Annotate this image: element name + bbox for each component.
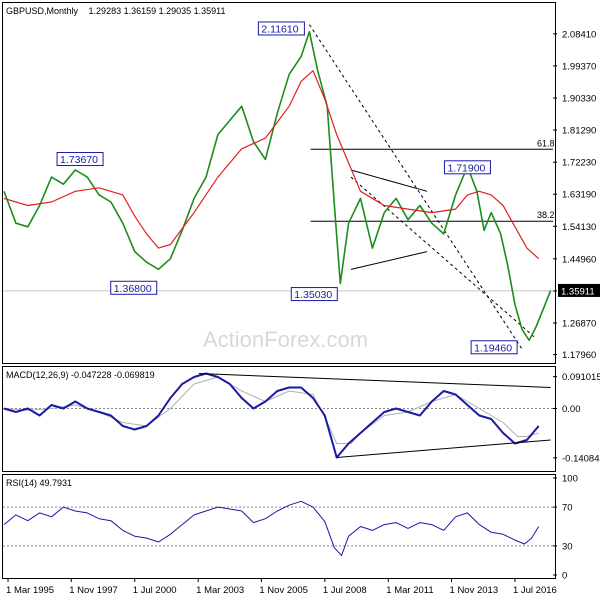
time-tick-label: 1 Nov 2005 bbox=[259, 585, 308, 596]
price-annotation-label: 1.35030 bbox=[294, 289, 332, 301]
time-tick-label: 1 Mar 1995 bbox=[6, 585, 54, 596]
price-series bbox=[3, 30, 552, 342]
macd-tick-label: 0.00 bbox=[562, 404, 581, 415]
price-tick-label: 2.08410 bbox=[562, 29, 596, 40]
macd-axis: 0.091015 0.00 -0.140843 bbox=[3, 372, 600, 464]
ohlc-values: 1.29283 1.36159 1.29035 1.35911 bbox=[89, 6, 226, 16]
price-annotation-box bbox=[443, 160, 491, 175]
macd-series bbox=[3, 372, 551, 459]
chart-title: GBPUSD,Monthly 1.29283 1.36159 1.29035 1… bbox=[6, 6, 226, 16]
price-annotation-box bbox=[257, 21, 305, 36]
price-annotation-label: 1.36800 bbox=[114, 283, 152, 295]
price-annotation-label: 1.19460 bbox=[474, 342, 512, 354]
triangle-upper-line bbox=[350, 169, 428, 192]
macd-title: MACD(12,26,9) -0.047228 -0.069819 bbox=[6, 370, 155, 380]
time-tick-label: 1 Jul 2016 bbox=[513, 585, 557, 596]
triangle-lower-line bbox=[350, 251, 428, 270]
rsi-tick-label: 100 bbox=[562, 474, 578, 485]
time-tick-label: 1 Mar 2003 bbox=[196, 585, 244, 596]
price-annotation-box bbox=[110, 280, 158, 295]
price-tick-label: 1.17960 bbox=[562, 350, 596, 361]
rsi-title: RSI(14) 49.7931 bbox=[6, 478, 72, 488]
channel-trendline-lower bbox=[350, 176, 535, 338]
price-annotation-label: 1.73670 bbox=[60, 154, 98, 166]
price-annotations: 2.11610 1.73670 1.36800 1.35030 1.71900 1.194… bbox=[56, 21, 518, 355]
rsi-series bbox=[3, 500, 540, 557]
current-price-label: 1.35911 bbox=[561, 286, 595, 297]
price-tick-label: 1.90330 bbox=[562, 93, 596, 104]
macd-line bbox=[3, 372, 540, 459]
price-tick-label: 1.72230 bbox=[562, 158, 596, 169]
price-panel-frame bbox=[2, 2, 556, 364]
price-annotation-label: 2.11610 bbox=[261, 23, 298, 35]
price-annotation-label: 1.71900 bbox=[447, 162, 485, 174]
macd-trendline-lower bbox=[336, 439, 551, 458]
price-tick-label: 1.44960 bbox=[562, 254, 596, 265]
current-price-box bbox=[558, 283, 600, 297]
time-tick-label: 1 Jul 2000 bbox=[133, 585, 177, 596]
macd-trendline-upper bbox=[198, 373, 551, 388]
price-tick-label: 1.54130 bbox=[562, 222, 596, 233]
time-tick-label: 1 Jul 2008 bbox=[323, 585, 367, 596]
time-tick-label: 1 Mar 2011 bbox=[386, 585, 433, 596]
price-annotation-box bbox=[56, 152, 104, 167]
price-annotation-box bbox=[290, 287, 338, 302]
moving-average-line bbox=[3, 70, 540, 260]
rsi-panel-frame bbox=[2, 474, 556, 579]
fib-level-label: 38.2 bbox=[537, 210, 555, 220]
macd-tick-label: -0.140843 bbox=[562, 453, 600, 464]
channel-trendline-upper bbox=[308, 24, 523, 350]
rsi-line bbox=[3, 500, 540, 557]
macd-tick-label: 0.091015 bbox=[562, 372, 600, 383]
time-tick-label: 1 Nov 2013 bbox=[450, 585, 499, 596]
price-guides: 61.8 38.2 bbox=[3, 24, 555, 350]
price-tick-label: 1.81290 bbox=[562, 126, 596, 137]
rsi-tick-label: 30 bbox=[562, 541, 573, 552]
price-annotation-box bbox=[470, 340, 518, 355]
time-axis: 1 Mar 1995 1 Nov 1997 1 Jul 2000 1 Mar 2003… bbox=[6, 578, 557, 596]
price-axis: 2.08410 1.99370 1.90330 1.81290 1.72230 1.631… bbox=[553, 29, 600, 361]
rsi-tick-label: 0 bbox=[562, 571, 567, 582]
price-tick-label: 1.26870 bbox=[562, 318, 596, 329]
rsi-axis: 100 70 30 0 bbox=[3, 474, 578, 582]
rsi-tick-label: 70 bbox=[562, 503, 573, 514]
macd-signal-line bbox=[3, 376, 539, 444]
symbol-title: GBPUSD,Monthly bbox=[6, 6, 79, 16]
time-tick-label: 1 Nov 1997 bbox=[69, 585, 118, 596]
price-close-line bbox=[3, 30, 552, 342]
price-tick-label: 1.99370 bbox=[562, 61, 596, 72]
watermark: ActionForex.com bbox=[203, 327, 368, 352]
fib-level-label: 61.8 bbox=[537, 138, 555, 148]
macd-panel-frame bbox=[2, 366, 556, 472]
price-tick-label: 1.63190 bbox=[562, 190, 596, 201]
